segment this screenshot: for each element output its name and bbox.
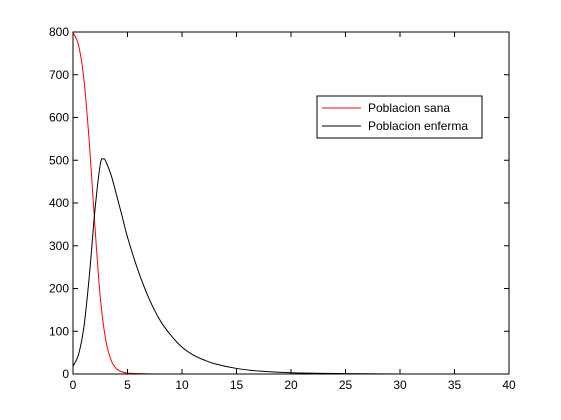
x-tick-label: 10 xyxy=(175,378,189,392)
y-tick-label: 0 xyxy=(62,367,69,381)
y-tick-label: 300 xyxy=(49,239,69,253)
legend-label-poblacion-sana: Poblacion sana xyxy=(368,101,450,115)
y-tick-label: 400 xyxy=(49,196,69,210)
legend: Poblacion sana Poblacion enferma xyxy=(316,95,483,139)
y-tick-label: 500 xyxy=(49,153,69,167)
x-tick-label: 15 xyxy=(230,378,244,392)
x-tick-label: 40 xyxy=(502,378,516,392)
y-tick-label: 100 xyxy=(49,324,69,338)
x-tick-label: 0 xyxy=(70,378,77,392)
y-tick-label: 800 xyxy=(49,25,69,39)
legend-box xyxy=(316,95,483,139)
plot-background xyxy=(73,32,509,374)
x-ticks: 0 5 10 15 20 25 30 35 40 xyxy=(70,32,516,392)
x-tick-label: 35 xyxy=(448,378,462,392)
x-tick-label: 30 xyxy=(393,378,407,392)
y-tick-label: 700 xyxy=(49,68,69,82)
x-tick-label: 5 xyxy=(124,378,131,392)
y-ticks: 0 100 200 300 400 500 600 700 800 xyxy=(49,25,509,381)
x-tick-label: 20 xyxy=(284,378,298,392)
series-line-poblacion-enferma xyxy=(72,158,510,375)
legend-label-poblacion-enferma: Poblacion enferma xyxy=(368,119,468,133)
x-tick-label: 25 xyxy=(339,378,353,392)
y-tick-label: 600 xyxy=(49,111,69,125)
y-tick-label: 200 xyxy=(49,282,69,296)
